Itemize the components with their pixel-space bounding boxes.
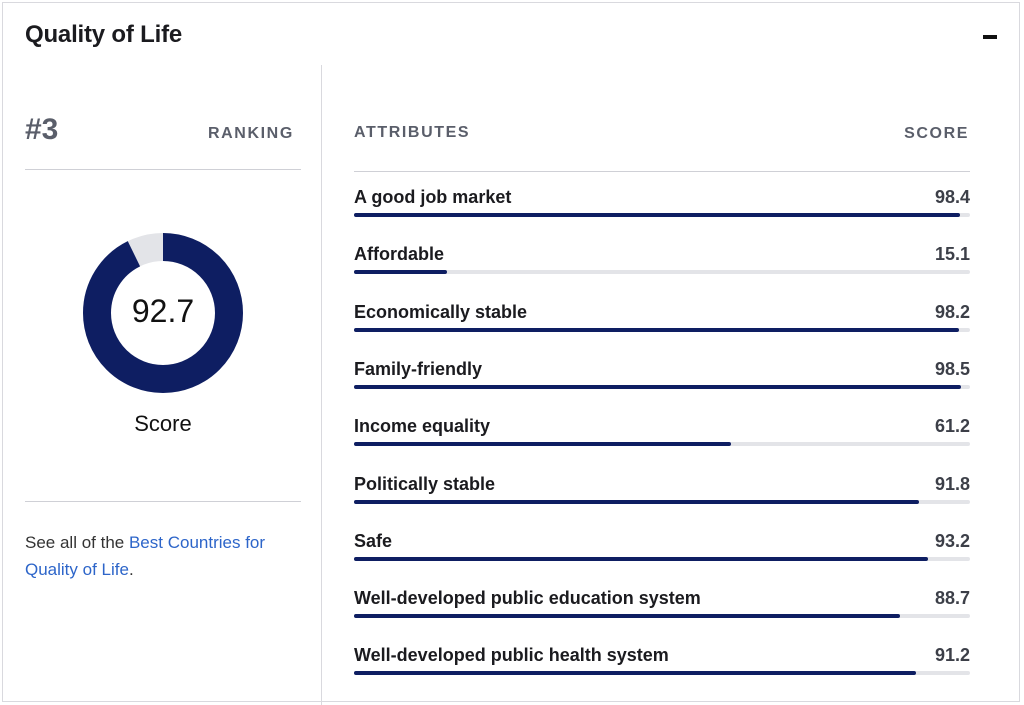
- card-title: Quality of Life: [25, 21, 183, 48]
- see-all-prefix: See all of the: [25, 533, 129, 552]
- attribute-score: 98.4: [934, 187, 970, 207]
- attribute-name: Well-developed public education system: [354, 588, 701, 609]
- attribute-name: Family-friendly: [354, 358, 483, 379]
- attribute-score: 91.2: [934, 645, 970, 666]
- collapse-button[interactable]: [981, 31, 999, 45]
- ranking-divider: [25, 169, 301, 170]
- column-divider: [321, 65, 322, 705]
- attribute-row: Safe 93.2: [354, 531, 970, 571]
- attribute-row: Well-developed public health system 91.2: [354, 645, 970, 685]
- attribute-row: Politically stable 91.8: [354, 474, 970, 514]
- score-value: 92.7: [131, 293, 195, 329]
- attribute-row: A good job market 98.4: [354, 187, 970, 227]
- attribute-name: Well-developed public health system: [354, 645, 669, 666]
- ranking-value: #3: [25, 113, 59, 146]
- attribute-row: Economically stable 98.2: [354, 302, 970, 342]
- attribute-bar-fill: [354, 213, 961, 217]
- donut-fill: [83, 233, 243, 393]
- score-divider: [25, 501, 301, 502]
- attribute-row: Well-developed public education system 88…: [354, 588, 970, 628]
- attribute-score: 88.7: [934, 588, 970, 609]
- score-donut-chart: [83, 233, 243, 393]
- attribute-row: Family-friendly 98.5: [354, 359, 970, 399]
- minus-icon: [983, 35, 997, 39]
- attributes-header: ATTRIBUTES: [354, 124, 471, 141]
- attribute-score: 98.5: [934, 358, 970, 379]
- attribute-score: 91.8: [934, 473, 970, 494]
- attribute-name: A good job market: [354, 187, 512, 207]
- attribute-bar-track: [354, 556, 970, 561]
- see-all-suffix: .: [128, 560, 134, 579]
- attribute-name: Affordable: [354, 244, 444, 265]
- attribute-bar-fill: [354, 327, 959, 332]
- attribute-row: Affordable 15.1: [354, 244, 970, 284]
- attributes-divider: [354, 171, 970, 172]
- attribute-bar-track: [354, 270, 970, 275]
- attribute-bar-track: [354, 213, 970, 217]
- attribute-bar-fill: [354, 671, 916, 676]
- attribute-bar-track: [354, 327, 970, 332]
- attribute-bar-track: [354, 499, 970, 504]
- attribute-bar-fill: [354, 556, 929, 561]
- attribute-row: Income equality 61.2: [354, 416, 970, 456]
- attribute-score: 93.2: [934, 530, 970, 551]
- attribute-bar-track: [354, 614, 970, 619]
- best-countries-link[interactable]: Best Countries for Quality of Life: [25, 533, 266, 579]
- see-all-text: See all of the Best Countries for Qualit…: [25, 529, 305, 583]
- attribute-bar-fill: [354, 499, 920, 504]
- attribute-bar-track: [354, 384, 970, 389]
- attribute-bar-fill: [354, 442, 731, 447]
- attribute-bar-fill: [354, 270, 448, 275]
- attribute-score: 15.1: [934, 244, 970, 265]
- attribute-name: Income equality: [354, 416, 491, 437]
- attribute-score: 61.2: [934, 416, 970, 437]
- attribute-bar-track: [354, 442, 970, 447]
- score-caption: Score: [134, 411, 192, 436]
- attribute-name: Economically stable: [354, 301, 528, 322]
- attribute-bar-track: [354, 671, 970, 676]
- score-header: SCORE: [904, 125, 969, 142]
- attribute-bar-fill: [354, 614, 901, 619]
- attribute-score: 98.2: [934, 301, 970, 322]
- attribute-name: Safe: [354, 530, 393, 551]
- attribute-bar-fill: [354, 384, 961, 389]
- attribute-name: Politically stable: [354, 473, 496, 494]
- ranking-label: RANKING: [208, 125, 294, 142]
